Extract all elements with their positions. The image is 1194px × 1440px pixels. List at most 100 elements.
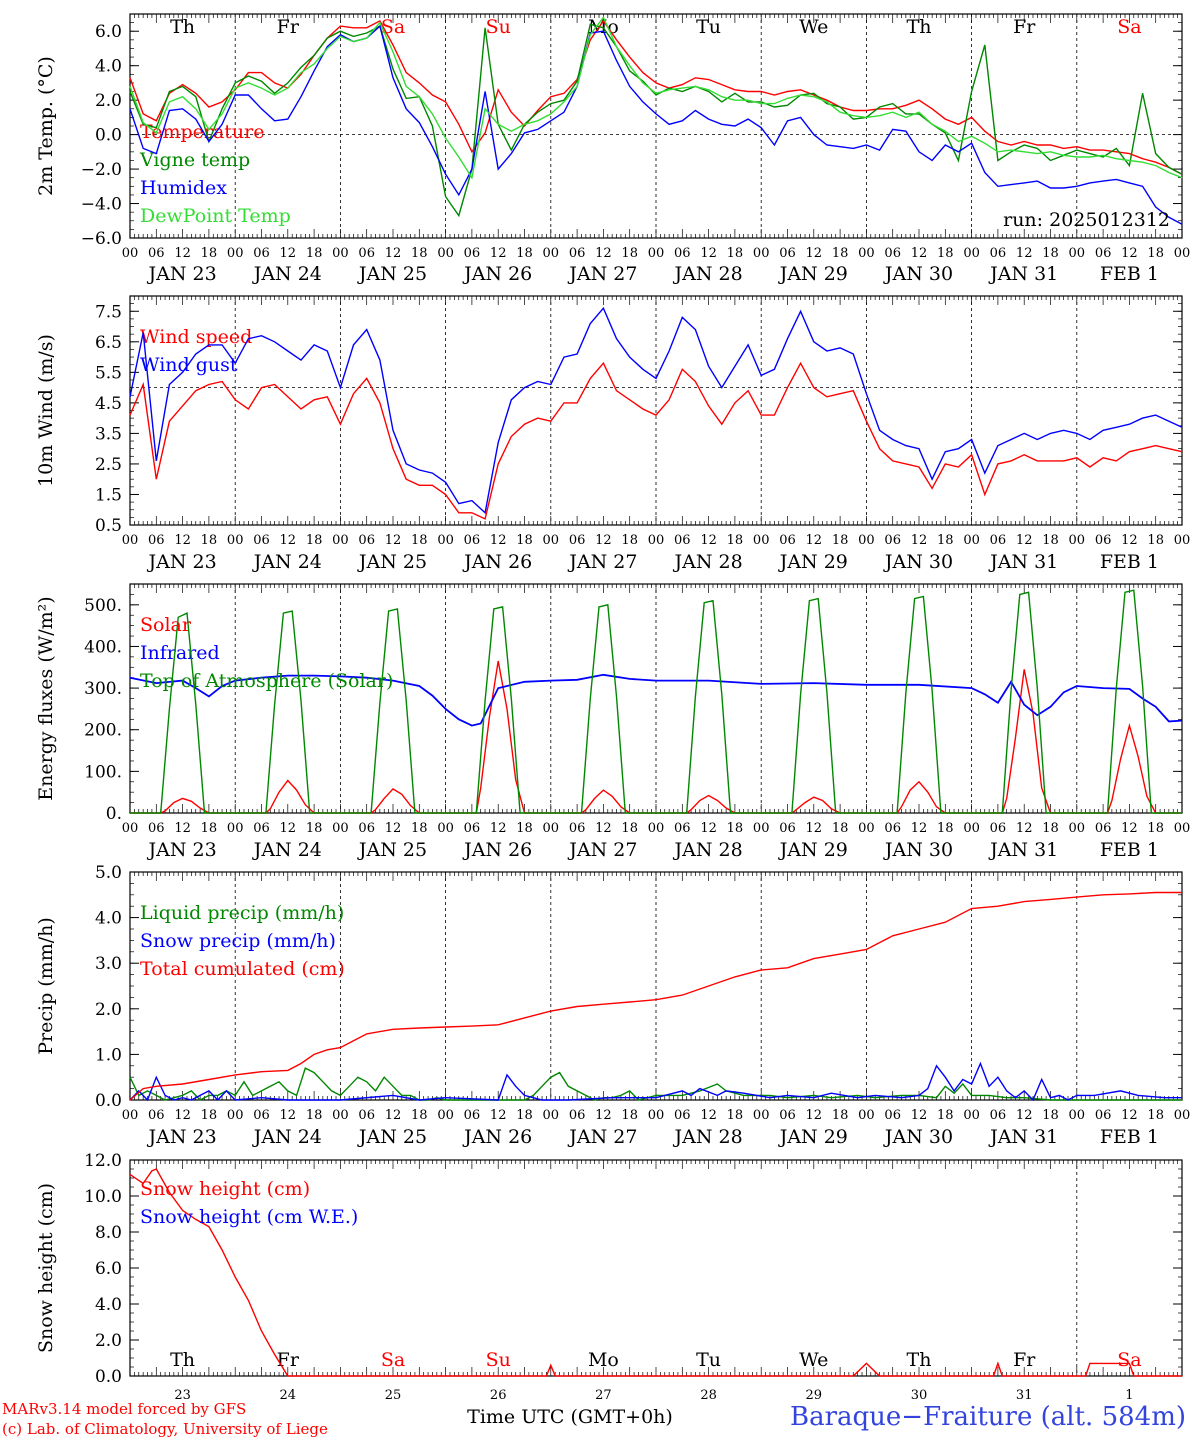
date-label: JAN 26	[462, 839, 532, 861]
hour-tick-label: 06	[674, 533, 691, 548]
hour-tick-label: 18	[201, 1108, 218, 1123]
date-label: JAN 30	[883, 263, 953, 285]
series-line-temperature	[129, 19, 1183, 175]
legend-label: Top of Atmosphere (Solar)	[140, 670, 393, 692]
date-label: JAN 28	[673, 1126, 743, 1148]
y-axis-label: Precip (mm/h)	[35, 917, 57, 1055]
hour-tick-label: 06	[884, 821, 901, 836]
weekday-label: Sa	[381, 16, 405, 38]
weekday-label: Fr	[277, 1349, 300, 1371]
y-tick-label: 0.5	[95, 516, 122, 536]
hour-tick-label: 06	[253, 533, 270, 548]
weekday-label: Su	[486, 1349, 511, 1371]
hour-tick-label: 12	[174, 533, 191, 548]
hour-tick-label: 06	[148, 533, 165, 548]
credit-line-2: (c) Lab. of Climatology, University of L…	[2, 1420, 328, 1438]
hour-tick-label: 12	[700, 1108, 717, 1123]
hour-tick-label: 06	[358, 821, 375, 836]
series-line-wind-speed	[129, 361, 1183, 520]
y-tick-label: 2.0	[95, 1331, 122, 1351]
series-line-dewpoint-temp	[129, 16, 1183, 180]
hour-tick-label: 00	[963, 533, 980, 548]
hour-tick-label: 00	[753, 246, 770, 261]
hour-tick-label: 18	[1042, 533, 1059, 548]
hour-tick-label: 12	[595, 1108, 612, 1123]
weekday-label: Fr	[277, 16, 300, 38]
hour-tick-label: 06	[148, 1108, 165, 1123]
hour-tick-label: 18	[937, 821, 954, 836]
series-line-wind-gust	[129, 306, 1183, 515]
hour-tick-label: 06	[148, 246, 165, 261]
hour-tick-label: 12	[700, 533, 717, 548]
date-label: JAN 27	[567, 551, 637, 573]
y-tick-label: 1.0	[95, 1045, 122, 1065]
legend-label: Snow precip (mm/h)	[140, 930, 336, 952]
weekday-label: Fr	[1013, 1349, 1036, 1371]
day-number-label: 23	[174, 1388, 191, 1403]
hour-tick-label: 06	[1095, 533, 1112, 548]
hour-tick-label: 00	[858, 246, 875, 261]
hour-tick-label: 06	[1095, 821, 1112, 836]
hour-tick-label: 12	[490, 1108, 507, 1123]
hour-tick-label: 06	[990, 1108, 1007, 1123]
hour-tick-label: 06	[990, 246, 1007, 261]
hour-tick-label: 06	[884, 1108, 901, 1123]
hour-tick-label: 18	[1147, 246, 1164, 261]
hour-tick-label: 06	[674, 1108, 691, 1123]
hour-tick-label: 00	[1069, 533, 1086, 548]
y-tick-label: −6.0	[81, 229, 122, 249]
hour-tick-label: 18	[937, 1108, 954, 1123]
hour-tick-label: 00	[648, 821, 665, 836]
series-line-top-of-atmosphere-solar-	[130, 589, 1182, 814]
hour-tick-label: 18	[727, 1108, 744, 1123]
day-number-label: 30	[911, 1388, 928, 1403]
date-label: JAN 31	[988, 1126, 1058, 1148]
hour-tick-label: 18	[411, 821, 428, 836]
hour-tick-label: 18	[516, 1108, 533, 1123]
legend-label: Solar	[140, 614, 192, 636]
hour-tick-label: 06	[1095, 246, 1112, 261]
hour-tick-label: 06	[253, 1108, 270, 1123]
hour-tick-label: 00	[858, 1108, 875, 1123]
hour-tick-label: 12	[1016, 533, 1033, 548]
y-tick-label: 2.5	[95, 455, 122, 475]
hour-tick-label: 00	[963, 1108, 980, 1123]
date-label: JAN 23	[147, 1126, 217, 1148]
hour-tick-label: 12	[280, 246, 297, 261]
date-label: JAN 27	[567, 839, 637, 861]
hour-tick-label: 18	[306, 1108, 323, 1123]
day-number-label: 31	[1016, 1388, 1033, 1403]
date-label: JAN 29	[778, 1126, 848, 1148]
date-label: FEB 1	[1100, 839, 1159, 861]
weekday-label: Tu	[696, 16, 721, 38]
y-tick-label: 0.0	[95, 1091, 122, 1111]
date-label: JAN 25	[357, 263, 427, 285]
date-label: JAN 27	[567, 1126, 637, 1148]
hour-tick-label: 06	[464, 533, 481, 548]
y-tick-label: 6.0	[95, 22, 122, 42]
legend-label: Vigne temp	[139, 149, 250, 171]
date-label: JAN 26	[462, 263, 532, 285]
hour-tick-label: 12	[1121, 533, 1138, 548]
hour-tick-label: 06	[569, 1108, 586, 1123]
hour-tick-label: 06	[779, 533, 796, 548]
hour-tick-label: 12	[911, 1108, 928, 1123]
x-axis-title: Time UTC (GMT+0h)	[467, 1406, 673, 1428]
hour-tick-label: 12	[280, 1108, 297, 1123]
hour-tick-label: 00	[543, 533, 560, 548]
hour-tick-label: 18	[1147, 1108, 1164, 1123]
y-tick-label: 0.0	[95, 1367, 122, 1387]
hour-tick-label: 00	[543, 821, 560, 836]
hour-tick-label: 12	[806, 533, 823, 548]
day-number-label: 26	[490, 1388, 507, 1403]
hour-tick-label: 06	[674, 246, 691, 261]
weekday-label: Sa	[1117, 1349, 1141, 1371]
date-label: JAN 23	[147, 551, 217, 573]
hour-tick-label: 00	[227, 1108, 244, 1123]
hour-tick-label: 18	[832, 533, 849, 548]
hour-tick-label: 00	[227, 246, 244, 261]
hour-tick-label: 00	[1069, 246, 1086, 261]
hour-tick-label: 18	[621, 1108, 638, 1123]
y-tick-label: 400.	[84, 637, 122, 657]
hour-tick-label: 18	[727, 246, 744, 261]
